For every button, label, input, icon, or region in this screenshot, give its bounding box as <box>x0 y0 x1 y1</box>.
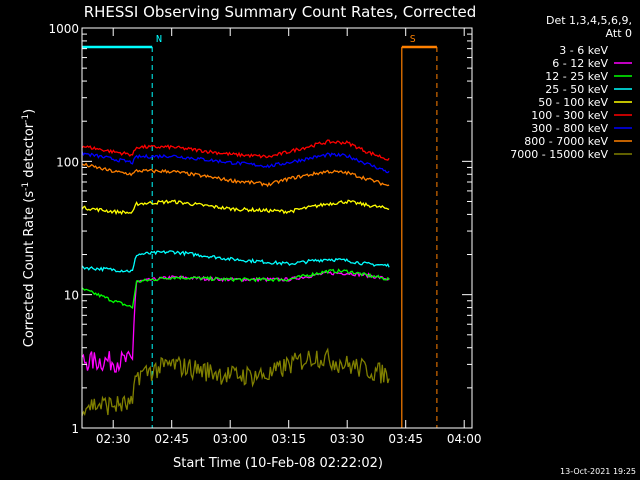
marker-n-label: N <box>156 34 162 45</box>
x-tick-label-02-30: 02:30 <box>96 432 131 446</box>
legend-label-50-100-kev: 50 - 100 keV <box>538 96 608 109</box>
y-label-sup-2: -1 <box>21 114 31 123</box>
chart-title: RHESSI Observing Summary Count Rates, Co… <box>84 3 477 21</box>
legend-label-800-7000-kev: 800 - 7000 keV <box>524 135 608 148</box>
footer-date: 13-Oct-2021 19:25 <box>560 467 636 476</box>
plot-axes: 02:30 02:45 03:00 03:15 03:30 03:45 04:00 1 10 10… <box>48 22 481 446</box>
legend-label-25-50-kev: 25 - 50 keV <box>545 83 608 96</box>
legend-header-2: Att 0 <box>606 27 632 40</box>
x-tick-label-03-00: 03:00 <box>213 432 248 446</box>
legend-label-3-6-kev: 3 - 6 keV <box>559 44 608 57</box>
y-tick-label-1000: 1000 <box>48 22 79 36</box>
y-tick-label-100: 100 <box>56 155 79 169</box>
legend-label-100-300-kev: 100 - 300 keV <box>531 109 608 122</box>
y-tick-label-1: 1 <box>71 422 79 436</box>
legend-header-1: Det 1,3,4,5,6,9, <box>546 14 632 27</box>
series-3-6-kev <box>81 295 390 431</box>
series-800-7000-kev <box>81 162 390 188</box>
series-100-300-kev <box>81 139 390 161</box>
series-lines <box>81 139 390 431</box>
y-axis-label: Corrected Count Rate (s-1 detector-1) <box>21 109 37 347</box>
series-12-25-kev <box>81 268 390 309</box>
x-tick-label-04-00: 04:00 <box>447 432 482 446</box>
x-tick-label-03-45: 03:45 <box>388 432 423 446</box>
x-tick-label-02-45: 02:45 <box>154 432 189 446</box>
legend-label-12-25-kev: 12 - 25 keV <box>545 70 608 83</box>
series-6-12-kev <box>81 271 390 373</box>
series-50-100-kev <box>81 199 390 216</box>
y-tick-label-10: 10 <box>64 289 79 303</box>
series-7000-15000-kev <box>81 347 390 417</box>
y-label-sup-1: -1 <box>21 182 31 191</box>
legend-label-300-800-kev: 300 - 800 keV <box>531 122 608 135</box>
legend-label-7000-15000-kev: 7000 - 15000 keV <box>510 148 608 161</box>
series-300-800-kev <box>81 151 390 174</box>
x-tick-label-03-15: 03:15 <box>271 432 306 446</box>
marker-s-label: S <box>410 34 416 45</box>
plot-frame <box>81 27 473 429</box>
x-axis-label: Start Time (10-Feb-08 02:22:02) <box>173 456 383 471</box>
legend-label-6-12-kev: 6 - 12 keV <box>552 57 608 70</box>
series-25-50-kev <box>81 250 390 273</box>
x-tick-label-03-30: 03:30 <box>330 432 365 446</box>
